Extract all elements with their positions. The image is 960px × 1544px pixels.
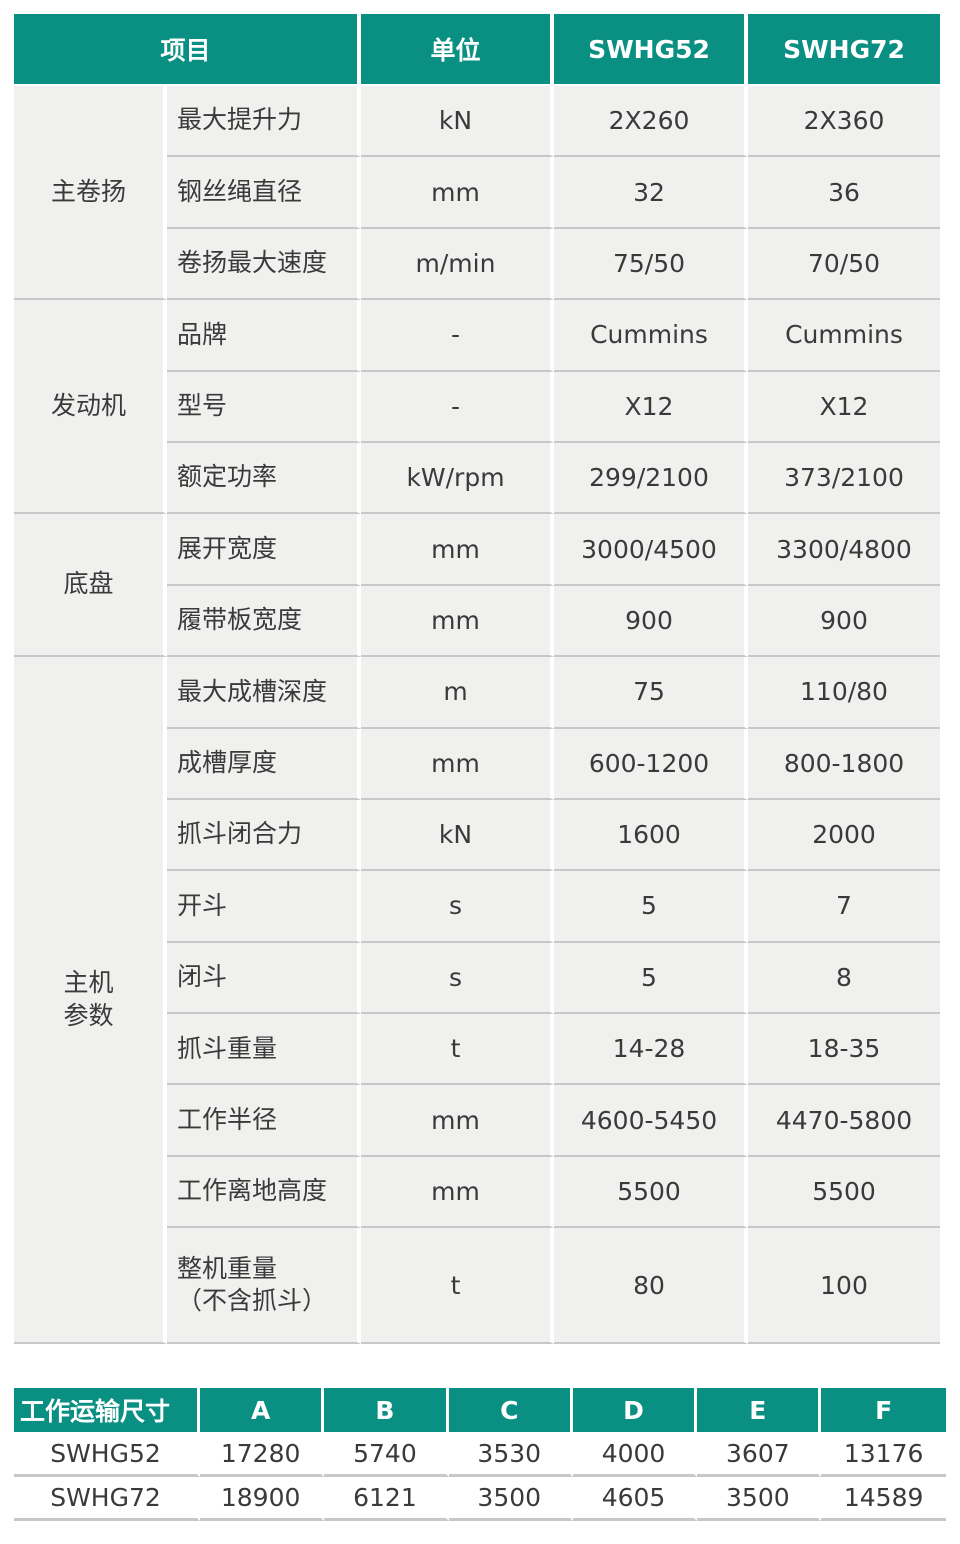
row-item: 整机重量 （不含抓斗） <box>167 1228 361 1345</box>
group-label: 主卷扬 <box>14 86 167 301</box>
row-item: 履带板宽度 <box>167 585 361 658</box>
transport-dimensions-table: 工作运输尺寸 A B C D E F SWHG52 17280 5740 3530 4000 3607 1… <box>14 1388 946 1521</box>
row-unit: t <box>361 1014 554 1086</box>
header-swhg52: SWHG52 <box>554 14 748 84</box>
row-unit: kW/rpm <box>361 442 554 515</box>
row-swhg52: 900 <box>554 585 748 658</box>
dims-header-a: A <box>200 1388 325 1432</box>
row-unit: s <box>361 871 554 943</box>
row-swhg72: 36 <box>748 157 940 229</box>
row-item: 工作离地高度 <box>167 1156 361 1229</box>
dims-value: 3530 <box>448 1432 573 1477</box>
dims-value: 3500 <box>448 1477 573 1521</box>
dims-value: 5740 <box>324 1432 449 1477</box>
row-swhg52: 14-28 <box>554 1014 748 1086</box>
row-item: 抓斗重量 <box>167 1014 361 1086</box>
row-swhg52: 600-1200 <box>554 728 748 800</box>
row-unit: m/min <box>361 228 554 301</box>
row-swhg52: 5 <box>554 942 748 1015</box>
dims-header-d: D <box>572 1388 698 1432</box>
dims-model: SWHG52 <box>14 1432 200 1477</box>
row-item: 额定功率 <box>167 442 361 515</box>
row-swhg52: 80 <box>554 1228 748 1345</box>
row-item: 成槽厚度 <box>167 728 361 800</box>
dims-value: 14589 <box>821 1477 946 1521</box>
row-swhg72: 5500 <box>748 1156 940 1229</box>
row-swhg72: Cummins <box>748 300 940 372</box>
row-item: 工作半径 <box>167 1085 361 1157</box>
dims-model: SWHG72 <box>14 1477 200 1521</box>
row-swhg52: 75/50 <box>554 228 748 301</box>
dims-value: 18900 <box>200 1477 325 1521</box>
row-item: 最大成槽深度 <box>167 657 361 729</box>
dims-header-label: 工作运输尺寸 <box>14 1388 200 1432</box>
row-unit: - <box>361 371 554 443</box>
group-label: 发动机 <box>14 300 167 515</box>
row-swhg72: 4470-5800 <box>748 1085 940 1157</box>
row-unit: mm <box>361 728 554 800</box>
dims-header-c: C <box>448 1388 573 1432</box>
row-swhg72: 18-35 <box>748 1014 940 1086</box>
dims-value: 3500 <box>697 1477 822 1521</box>
header-unit: 单位 <box>361 14 554 84</box>
row-unit: mm <box>361 157 554 229</box>
dims-value: 4000 <box>572 1432 698 1477</box>
row-swhg72: 800-1800 <box>748 728 940 800</box>
row-swhg52: 2X260 <box>554 86 748 158</box>
row-unit: mm <box>361 585 554 658</box>
row-item: 展开宽度 <box>167 514 361 586</box>
dims-value: 6121 <box>324 1477 449 1521</box>
row-swhg52: 32 <box>554 157 748 229</box>
row-unit: mm <box>361 1156 554 1229</box>
row-item: 闭斗 <box>167 942 361 1015</box>
row-swhg72: 100 <box>748 1228 940 1345</box>
row-swhg52: 75 <box>554 657 748 729</box>
row-swhg52: 4600-5450 <box>554 1085 748 1157</box>
row-unit: kN <box>361 799 554 872</box>
row-item: 开斗 <box>167 871 361 943</box>
row-swhg72: 900 <box>748 585 940 658</box>
row-item: 抓斗闭合力 <box>167 799 361 872</box>
row-swhg72: 2X360 <box>748 86 940 158</box>
row-swhg52: Cummins <box>554 300 748 372</box>
row-unit: t <box>361 1228 554 1345</box>
group-label: 主机 参数 <box>14 657 167 1345</box>
row-swhg52: X12 <box>554 371 748 443</box>
row-swhg72: 2000 <box>748 799 940 872</box>
row-unit: mm <box>361 1085 554 1157</box>
header-item: 项目 <box>14 14 361 84</box>
row-unit: s <box>361 942 554 1015</box>
dims-value: 4605 <box>572 1477 698 1521</box>
row-swhg72: 110/80 <box>748 657 940 729</box>
row-swhg72: 8 <box>748 942 940 1015</box>
row-item: 品牌 <box>167 300 361 372</box>
row-swhg72: 373/2100 <box>748 442 940 515</box>
row-unit: m <box>361 657 554 729</box>
row-item: 钢丝绳直径 <box>167 157 361 229</box>
row-item: 型号 <box>167 371 361 443</box>
row-swhg72: 3300/4800 <box>748 514 940 586</box>
group-label: 底盘 <box>14 514 167 658</box>
row-swhg52: 299/2100 <box>554 442 748 515</box>
dims-value: 3607 <box>697 1432 822 1477</box>
row-swhg72: 7 <box>748 871 940 943</box>
row-unit: kN <box>361 86 554 158</box>
dims-header-b: B <box>324 1388 449 1432</box>
dims-value: 17280 <box>200 1432 325 1477</box>
row-unit: - <box>361 300 554 372</box>
row-swhg52: 1600 <box>554 799 748 872</box>
row-item: 卷扬最大速度 <box>167 228 361 301</box>
dims-header-e: E <box>697 1388 822 1432</box>
row-unit: mm <box>361 514 554 586</box>
row-swhg52: 5 <box>554 871 748 943</box>
dims-header-f: F <box>821 1388 946 1432</box>
row-swhg72: X12 <box>748 371 940 443</box>
spec-table: 项目 单位 SWHG52 SWHG72 主卷扬 最大提升力 kN 2X260 2X360 钢丝绳直… <box>14 14 946 1345</box>
dims-value: 13176 <box>821 1432 946 1477</box>
row-swhg52: 5500 <box>554 1156 748 1229</box>
header-swhg72: SWHG72 <box>748 14 940 84</box>
row-item: 最大提升力 <box>167 86 361 158</box>
row-swhg72: 70/50 <box>748 228 940 301</box>
row-swhg52: 3000/4500 <box>554 514 748 586</box>
